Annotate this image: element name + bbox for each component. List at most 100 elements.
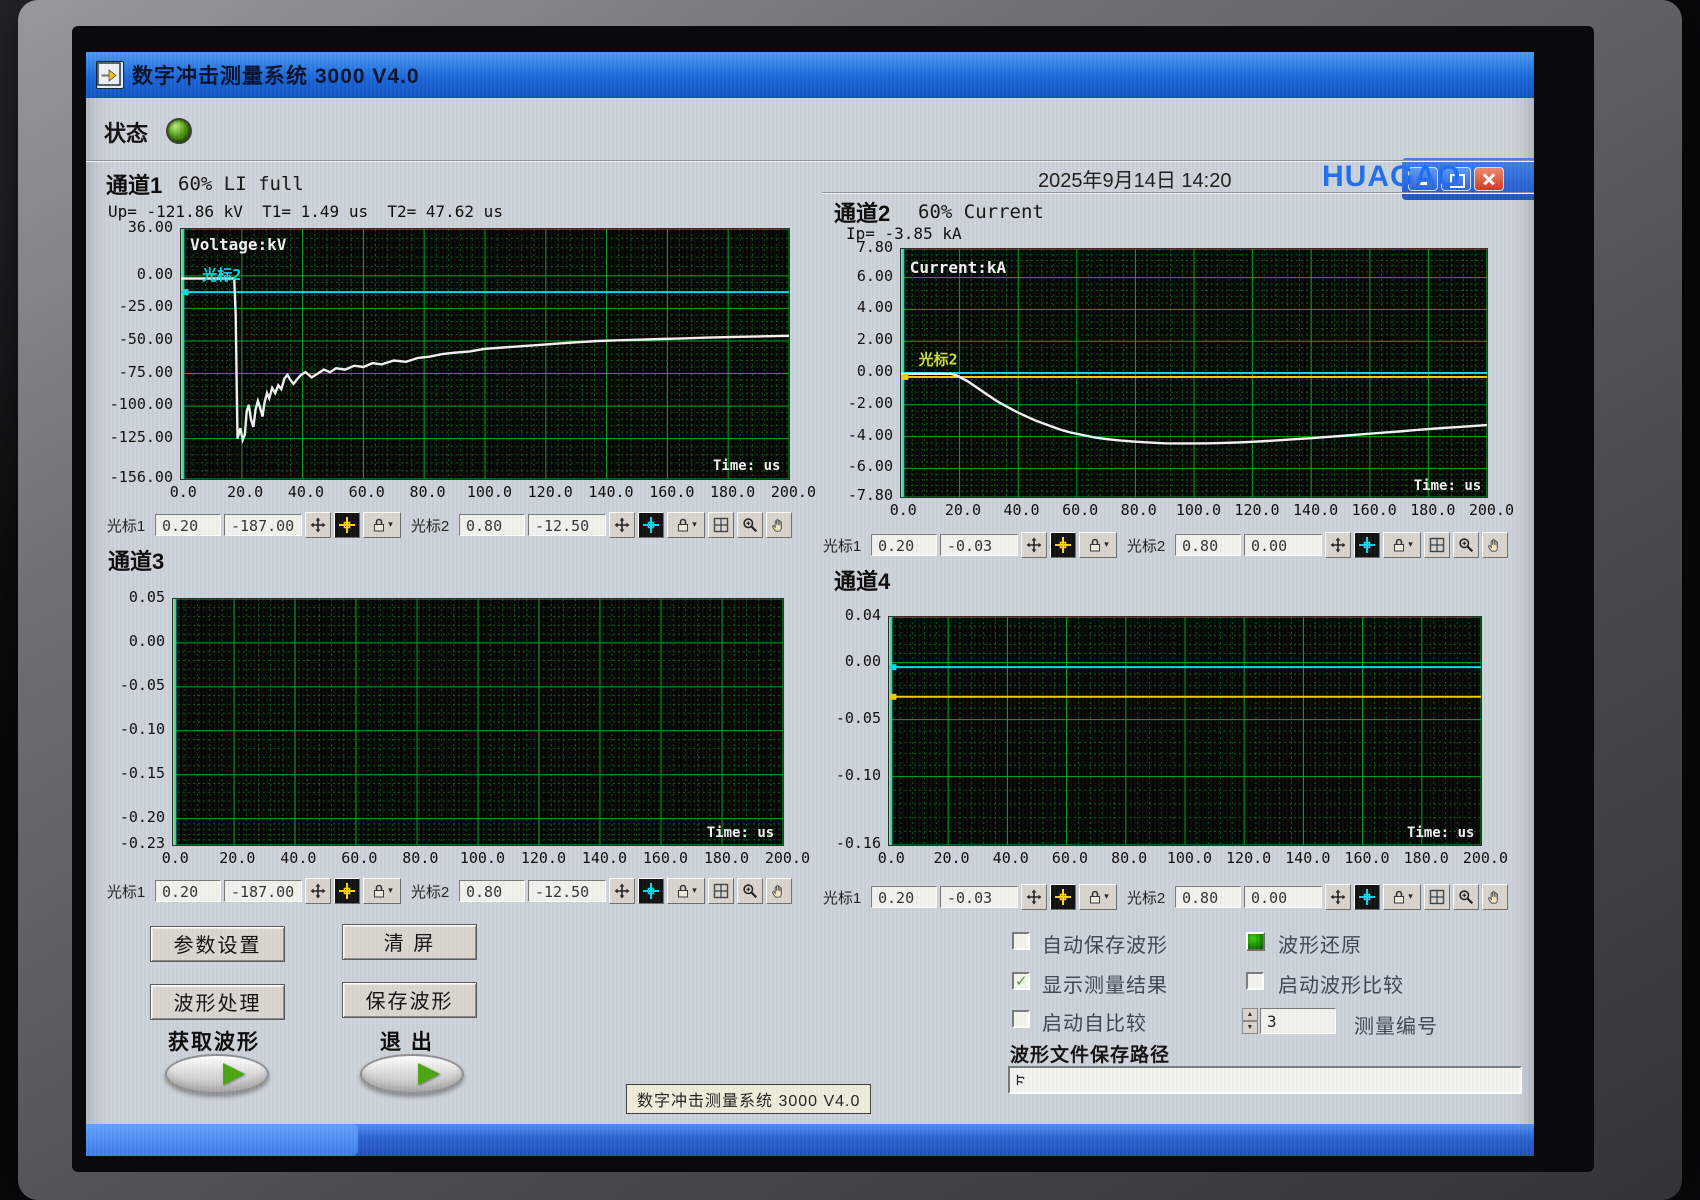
channel1-subtitle: 60% LI full — [178, 173, 304, 195]
cursor2-crosshair-button[interactable] — [638, 512, 664, 538]
cursor2-lock-button[interactable]: ▾ — [667, 512, 705, 538]
cursor1-x-value[interactable]: 0.20 — [155, 880, 221, 902]
cursor2-y-value[interactable]: 0.00 — [1244, 534, 1322, 556]
save-path-input[interactable] — [1008, 1066, 1522, 1094]
pan-hand-button[interactable] — [766, 512, 792, 538]
cursor2-y-value[interactable]: 0.00 — [1244, 886, 1322, 908]
cursor2-move-button[interactable] — [609, 878, 635, 904]
close-button[interactable] — [1474, 167, 1504, 191]
self-compare-checkbox[interactable]: ✓ — [1012, 1010, 1030, 1028]
minimize-button[interactable] — [1408, 167, 1438, 191]
cursor2-lock-button[interactable]: ▾ — [1383, 884, 1421, 910]
save-waveform-button[interactable]: 保存波形 — [342, 982, 477, 1018]
cursor2-move-button[interactable] — [1325, 532, 1351, 558]
waveform-restore-indicator[interactable] — [1246, 932, 1265, 951]
graph-pane-button[interactable] — [708, 512, 734, 538]
spinner-down-icon[interactable]: ▼ — [1242, 1021, 1258, 1034]
cursor2-lock-button[interactable]: ▾ — [1383, 532, 1421, 558]
cursor2-x-value[interactable]: 0.80 — [459, 514, 525, 536]
x-tick-label: 60.0 — [1062, 501, 1099, 519]
y-tick-label: 4.00 — [856, 298, 893, 317]
cursor1-y-value[interactable]: -187.00 — [224, 880, 302, 902]
auto-save-label: 自动保存波形 — [1042, 935, 1168, 957]
cursor2-crosshair-button[interactable] — [1354, 884, 1380, 910]
x-tick-label: 100.0 — [466, 483, 512, 501]
cursor1-crosshair-button[interactable] — [1050, 532, 1076, 558]
channel3-plot[interactable]: Time: us — [172, 598, 784, 846]
y-tick-label: 0.00 — [136, 264, 173, 283]
cursor1-x-value[interactable]: 0.20 — [871, 886, 937, 908]
cursor1-y-value[interactable]: -0.03 — [940, 886, 1018, 908]
channel2-title: 通道2 — [834, 201, 891, 226]
y-tick-label: -7.80 — [847, 486, 893, 505]
cursor2-move-button[interactable] — [1325, 884, 1351, 910]
channel2-subtitle: 60% Current — [918, 201, 1044, 223]
cursor2-x-value[interactable]: 0.80 — [1175, 534, 1241, 556]
y-tick-label: -75.00 — [118, 362, 173, 381]
spinner-up-icon[interactable]: ▲ — [1242, 1008, 1258, 1021]
pan-hand-button[interactable] — [1482, 532, 1508, 558]
divider — [86, 160, 1534, 162]
cursor2-crosshair-button[interactable] — [638, 878, 664, 904]
zoom-button[interactable] — [737, 512, 763, 538]
x-tick-label: 100.0 — [459, 849, 505, 867]
title-bar[interactable]: 数字冲击测量系统 3000 V4.0 — [86, 52, 1534, 98]
y-tick-label: -4.00 — [847, 425, 893, 444]
cursor1-move-button[interactable] — [305, 512, 331, 538]
exit-button[interactable] — [360, 1054, 464, 1094]
measurement-number-spinner[interactable]: ▲ ▼ — [1242, 1008, 1258, 1034]
auto-save-checkbox[interactable]: ✓ — [1012, 932, 1030, 950]
cursor2-lock-button[interactable]: ▾ — [667, 878, 705, 904]
cursor1-x-value[interactable]: 0.20 — [155, 514, 221, 536]
channel2-plot[interactable]: Current:kA 光标2 Time: us — [900, 248, 1488, 498]
cursor2-y-value[interactable]: -12.50 — [528, 880, 606, 902]
channel1-plot[interactable]: Voltage:kV 光标2 Time: us — [180, 228, 790, 480]
cursor1-x-value[interactable]: 0.20 — [871, 534, 937, 556]
cursor2-y-value[interactable]: -12.50 — [528, 514, 606, 536]
channel3-cursor-bar: 光标1 0.20 -187.00 ▾ 光标2 0.80 -12.50 ▾ — [100, 876, 800, 906]
cursor2-x-value[interactable]: 0.80 — [1175, 886, 1241, 908]
acquire-waveform-button[interactable] — [165, 1054, 269, 1094]
graph-pane-button[interactable] — [708, 878, 734, 904]
cursor2-move-button[interactable] — [609, 512, 635, 538]
cursor1-move-button[interactable] — [305, 878, 331, 904]
cursor1-lock-button[interactable]: ▾ — [1079, 884, 1117, 910]
cursor1-y-value[interactable]: -187.00 — [224, 514, 302, 536]
graph-pane-button[interactable] — [1424, 884, 1450, 910]
waveform-process-button[interactable]: 波形处理 — [150, 984, 285, 1020]
taskbar[interactable] — [86, 1124, 1534, 1156]
self-compare-label: 启动自比较 — [1042, 1013, 1147, 1035]
x-tick-label: 160.0 — [1351, 501, 1397, 519]
cursor1-lock-button[interactable]: ▾ — [363, 878, 401, 904]
show-results-checkbox[interactable]: ✓ — [1012, 972, 1030, 990]
graph-pane-button[interactable] — [1424, 532, 1450, 558]
x-tick-label: 20.0 — [933, 849, 970, 867]
cursor1-lock-button[interactable]: ▾ — [1079, 532, 1117, 558]
cursor1-move-button[interactable] — [1021, 884, 1047, 910]
clear-screen-button[interactable]: 清 屏 — [342, 924, 477, 960]
pan-hand-button[interactable] — [766, 878, 792, 904]
wave-compare-checkbox[interactable]: ✓ — [1246, 972, 1264, 990]
maximize-button[interactable] — [1441, 167, 1471, 191]
pan-hand-button[interactable] — [1482, 884, 1508, 910]
path-icon — [1014, 1072, 1028, 1088]
cursor2-label: 光标2 — [410, 517, 450, 535]
cursor1-y-value[interactable]: -0.03 — [940, 534, 1018, 556]
x-tick-label: 40.0 — [1003, 501, 1040, 519]
param-settings-button[interactable]: 参数设置 — [150, 926, 285, 962]
cursor2-crosshair-button[interactable] — [1354, 532, 1380, 558]
cursor1-crosshair-button[interactable] — [334, 878, 360, 904]
channel1-cursor-bar: 光标1 0.20 -187.00 ▾ 光标2 0.80 -12.50 ▾ — [100, 510, 800, 540]
x-tick-label: 80.0 — [402, 849, 439, 867]
measurement-number-value[interactable]: 3 — [1260, 1008, 1336, 1034]
x-tick-label: 180.0 — [1410, 501, 1456, 519]
zoom-button[interactable] — [1453, 884, 1479, 910]
cursor2-x-value[interactable]: 0.80 — [459, 880, 525, 902]
zoom-button[interactable] — [737, 878, 763, 904]
cursor1-crosshair-button[interactable] — [1050, 884, 1076, 910]
cursor1-move-button[interactable] — [1021, 532, 1047, 558]
channel4-plot[interactable]: Time: us — [888, 616, 1482, 846]
cursor1-crosshair-button[interactable] — [334, 512, 360, 538]
cursor1-lock-button[interactable]: ▾ — [363, 512, 401, 538]
zoom-button[interactable] — [1453, 532, 1479, 558]
